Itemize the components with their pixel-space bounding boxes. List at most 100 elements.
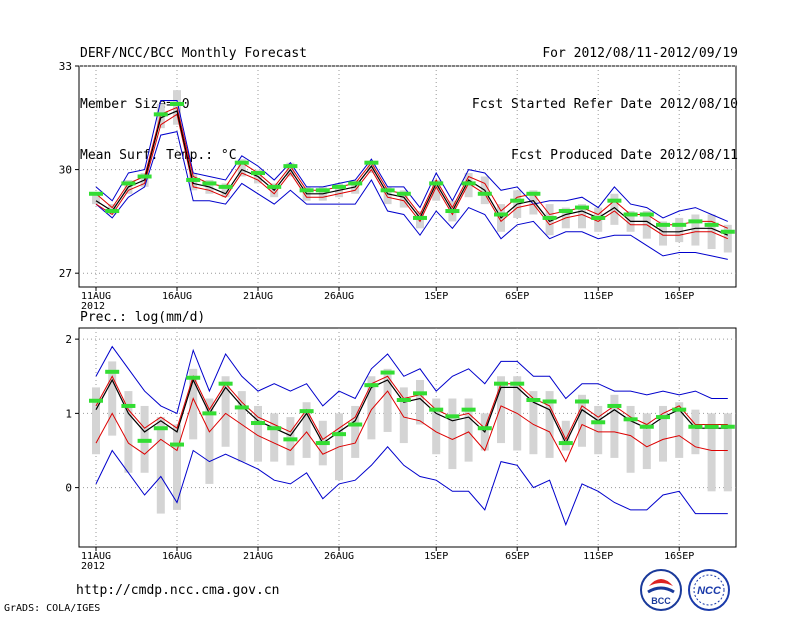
temp-x-label-5: 6SEP (505, 291, 529, 302)
prec-y-label-2: 2 (65, 333, 72, 346)
temp-marker-3 (121, 181, 136, 186)
temp-marker-19 (380, 188, 395, 193)
prec-marker-26 (494, 381, 508, 386)
prec-marker-8 (202, 411, 217, 416)
prec-marker-35 (639, 424, 654, 429)
temp-marker-22 (429, 181, 444, 186)
variable-title: Mean Surf. Temp.: °C (80, 148, 237, 163)
temp-x-label-4: 1SEP (424, 291, 448, 302)
temp-line-median (95, 110, 729, 236)
temp-x-label-2: 21AUG (243, 291, 273, 302)
prec-spread-bar-23 (448, 398, 457, 470)
prec-x-label-0: 11AUG (81, 551, 111, 562)
prec-marker-36 (656, 415, 670, 420)
temp-y-label-0: 27 (59, 267, 72, 280)
prec-year-label: 2012 (81, 561, 105, 572)
prec-marker-15 (315, 441, 330, 446)
prec-spread-bar-18 (367, 376, 376, 440)
prec-marker-3 (121, 403, 136, 408)
temp-spread-bar-20 (399, 190, 408, 208)
temp-marker-16 (332, 184, 346, 189)
prec-marker-7 (186, 375, 201, 380)
temp-marker-8 (202, 181, 217, 186)
prec-x-label-4: 1SEP (424, 551, 448, 562)
prec-marker-11 (251, 421, 265, 426)
prec-marker-2 (105, 369, 120, 374)
temp-marker-25 (477, 191, 492, 196)
prec-x-label-5: 6SEP (505, 551, 529, 562)
temp-marker-30 (558, 209, 573, 214)
prec-marker-10 (234, 405, 249, 410)
temp-marker-7 (186, 177, 201, 182)
prec-line-lower (95, 390, 728, 463)
temp-spread-bar-28 (529, 190, 538, 215)
temp-marker-11 (251, 171, 265, 176)
prec-x-label-6: 11SEP (583, 551, 613, 562)
forecast-title: DERF/NCC/BCC Monthly Forecast (80, 46, 307, 61)
temp-x-label-7: 16SEP (664, 291, 694, 302)
prec-spread-bar-21 (416, 379, 424, 425)
prec-x-label-7: 16SEP (664, 551, 694, 562)
forecast-period: For 2012/08/11-2012/09/19 (542, 46, 738, 61)
prec-marker-39 (704, 424, 719, 429)
temp-marker-29 (542, 215, 557, 220)
temp-marker-6 (170, 101, 184, 106)
footer-url[interactable]: http://cmdp.ncc.cma.gov.cn (76, 583, 280, 598)
prec-spread-bar-26 (497, 376, 505, 444)
prec-spread-bar-9 (221, 376, 230, 447)
temp-marker-35 (639, 212, 654, 217)
prec-marker-14 (299, 409, 314, 414)
temp-marker-15 (315, 188, 330, 193)
prec-spread-bar-3 (124, 391, 133, 473)
prec-marker-29 (542, 399, 557, 404)
prec-marker-1 (89, 398, 103, 403)
prec-spread-bar-28 (529, 391, 538, 455)
prec-spread-bar-11 (254, 405, 262, 462)
prec-marker-17 (348, 422, 363, 427)
prec-spread-bar-31 (578, 394, 586, 447)
temp-marker-9 (218, 184, 233, 189)
temp-spread-bar-9 (221, 183, 230, 198)
ncc-logo-ring (688, 569, 730, 611)
prec-spread-bar-19 (383, 368, 392, 432)
temp-spread-bar-10 (237, 159, 246, 177)
temp-line-max (95, 100, 728, 222)
temp-spread-bar-38 (691, 214, 700, 246)
temp-line-upper (95, 106, 728, 229)
temp-x-label-0: 11AUG (81, 291, 111, 302)
prec-marker-22 (429, 407, 444, 412)
prec-marker-18 (364, 383, 379, 388)
temp-line-min (95, 131, 728, 260)
temp-marker-39 (704, 222, 719, 227)
temp-marker-17 (348, 181, 363, 186)
prec-x-label-3: 26AUG (324, 551, 354, 562)
temp-marker-18 (364, 160, 379, 165)
temp-x-label-1: 16AUG (162, 291, 192, 302)
temp-x-label-3: 26AUG (324, 291, 354, 302)
prec-spread-bar-12 (270, 413, 279, 462)
prec-marker-9 (218, 381, 233, 386)
prec-spread-bar-35 (642, 413, 651, 470)
temp-line-lower (95, 113, 728, 240)
temp-marker-34 (623, 212, 638, 217)
prec-spread-bar-30 (561, 420, 570, 451)
temp-marker-24 (461, 181, 476, 186)
prec-spread-bar-32 (594, 405, 603, 455)
prec-marker-28 (526, 398, 541, 403)
prec-marker-30 (558, 441, 573, 446)
prec-spread-bar-17 (351, 405, 360, 458)
bcc-logo-ring (640, 569, 682, 611)
temp-y-label-1: 30 (59, 164, 72, 177)
prec-marker-23 (445, 414, 460, 419)
prec-y-label-1: 1 (65, 407, 72, 420)
prec-marker-20 (396, 398, 411, 403)
prec-marker-34 (623, 417, 638, 422)
forecast-start-date: Fcst Started Refer Date 2012/08/10 (471, 97, 738, 112)
temp-y-label-2: 33 (59, 60, 72, 73)
prec-marker-5 (153, 426, 168, 431)
prec-marker-31 (575, 399, 589, 404)
prec-spread-bar-8 (205, 398, 214, 484)
prec-spread-bar-38 (691, 409, 700, 455)
temp-spread-bar-37 (675, 217, 684, 243)
bcc-logo-text: BCC (651, 596, 671, 606)
